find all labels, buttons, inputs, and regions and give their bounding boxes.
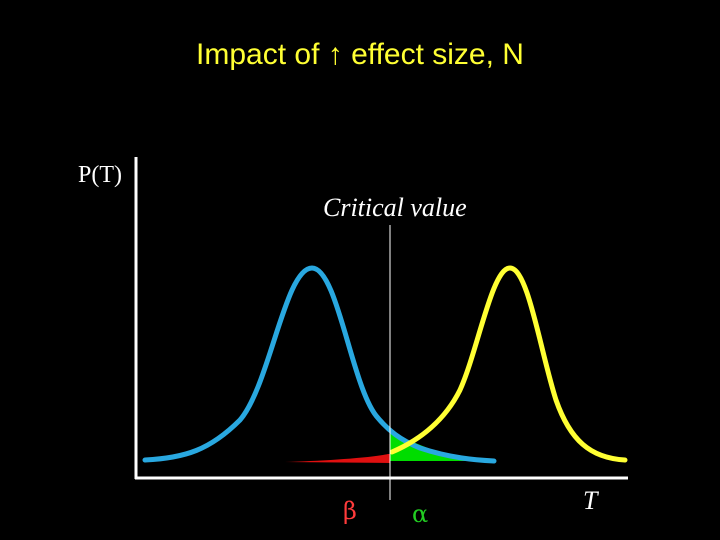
null-distribution-curve (142, 265, 497, 464)
alternative-distribution-curve (389, 265, 628, 463)
y-axis-label: P(T) (78, 162, 122, 188)
slide-title: Impact of ↑ effect size, N (196, 38, 524, 71)
beta-region (285, 454, 390, 463)
x-axis-label: T (583, 486, 598, 515)
beta-label: β (343, 497, 357, 525)
alpha-region (390, 433, 494, 461)
alpha-label: α (412, 500, 429, 528)
critical-value-label: Critical value (323, 193, 467, 222)
